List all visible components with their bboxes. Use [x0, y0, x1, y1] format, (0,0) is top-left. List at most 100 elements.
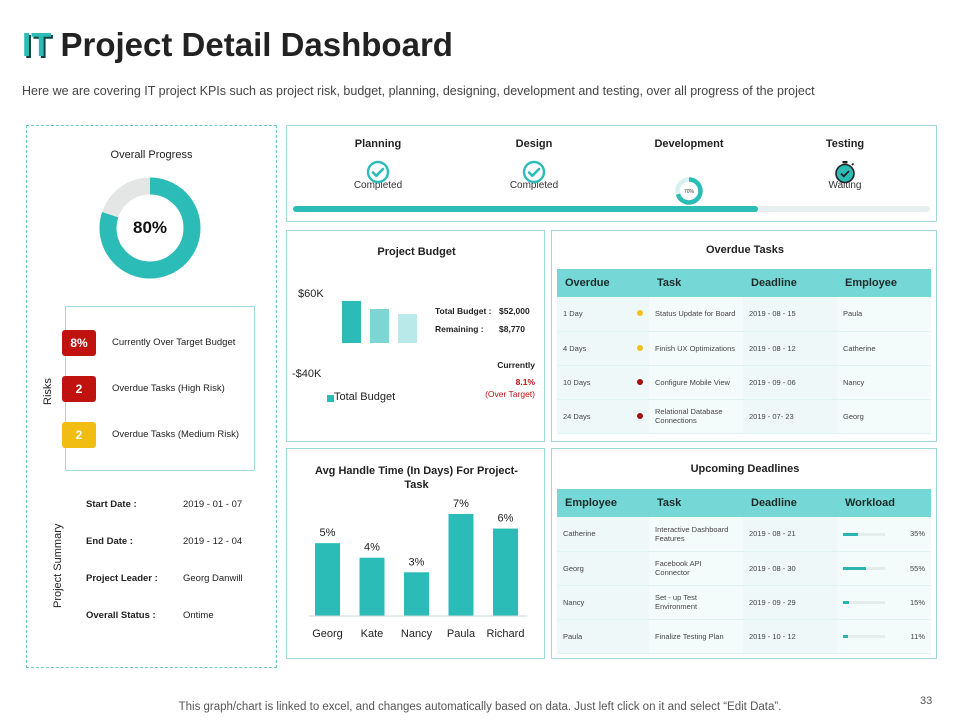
workload-cell: 35% [837, 517, 931, 552]
project-budget-panel: Project Budget $60K -$40K Total Budget T… [286, 230, 545, 442]
upcoming-header-cell: Employee [557, 489, 649, 517]
handle-time-bar [493, 528, 518, 616]
upcoming-title: Upcoming Deadlines [690, 463, 800, 475]
workload-bar [843, 635, 885, 639]
summary-key: Start Date : [86, 499, 137, 510]
task-name: Finish UX Optimizations [655, 343, 736, 353]
overall-progress-value: 80% [133, 218, 167, 237]
upcoming-header-cell: Task [649, 489, 743, 517]
workload-cell: 55% [837, 551, 931, 586]
employee-cell: Nancy [557, 585, 649, 620]
employee-name: Catherine [843, 343, 876, 353]
budget-bar [370, 309, 389, 343]
workload-bar-fill [843, 567, 867, 571]
table-row: Paula Finalize Testing Plan 2019 - 10 - 12… [557, 619, 931, 654]
budget-axis-top: $60K [298, 288, 324, 300]
overdue-header-cell: Deadline [743, 269, 837, 297]
risk-label: Overdue Tasks (High Risk) [112, 383, 225, 394]
deadline-cell: 2019 - 07- 23 [743, 399, 837, 434]
deadline-cell: 2019 - 08 - 30 [743, 551, 837, 586]
overdue-days: 4 Days [563, 343, 587, 353]
employee-cell: Nancy [837, 365, 931, 400]
stage-design-name: Design [515, 138, 553, 150]
workload-percent: 55% [909, 563, 925, 573]
task-name: Facebook API Connector [655, 559, 702, 577]
budget-currently-label: Currently [497, 360, 535, 370]
table-row: 4 Days Finish UX Optimizations 2019 - 08 -… [557, 331, 931, 366]
task-name: Finalize Testing Plan [655, 631, 724, 641]
overdue-title: Overdue Tasks [705, 244, 785, 256]
stage-design-status: Completed [509, 180, 559, 191]
handle-time-category-label: Kate [361, 628, 384, 640]
handle-time-category-label: Nancy [401, 628, 433, 640]
stage-design: Design Completed [464, 138, 604, 191]
task-name: Relational Database Connections [655, 407, 723, 425]
workload-bar-fill [843, 601, 850, 605]
page-subtitle: Here we are covering IT project KPIs suc… [22, 84, 815, 98]
deadline-cell: 2019 - 09 - 29 [743, 585, 837, 620]
deadline-value: 2019 - 08 - 21 [749, 529, 796, 539]
risks-label: Risks [42, 378, 54, 405]
employee-cell: Georg [837, 399, 931, 434]
page-title: IT Project Detail Dashboard [22, 26, 453, 64]
overdue-cell: 10 Days [557, 365, 649, 400]
deadline-value: 2019 - 10 - 12 [749, 631, 796, 641]
stages-progress-track [293, 206, 930, 212]
risk-badge: 8% [62, 330, 96, 356]
budget-legend-swatch [327, 395, 334, 402]
upcoming-header-cell: Deadline [743, 489, 837, 517]
deadline-value: 2019 - 08 - 15 [749, 309, 796, 319]
summary-value: Georg Danwill [183, 573, 243, 584]
deadline-cell: 2019 - 08 - 21 [743, 517, 837, 552]
handle-time-category-label: Georg [312, 628, 343, 640]
task-cell: Finish UX Optimizations [649, 331, 743, 366]
overdue-days: 1 Day [563, 309, 583, 319]
task-name: Configure Mobile View [655, 377, 730, 387]
employee-name: Paula [843, 309, 863, 319]
budget-total-value: $52,000 [499, 306, 530, 316]
workload-bar [843, 567, 885, 571]
title-it: IT [22, 26, 52, 63]
employee-name: Nancy [563, 597, 585, 607]
handle-time-bar [448, 514, 474, 616]
budget-bar [342, 301, 361, 343]
handle-time-data-label: 5% [320, 527, 336, 539]
stage-development-name: Development [654, 138, 724, 150]
employee-cell: Paula [837, 297, 931, 332]
handle-time-title: Avg Handle Time (In Days) For Project-Ta… [315, 465, 518, 491]
workload-bar [843, 532, 885, 536]
workload-cell: 11% [837, 619, 931, 654]
summary-value: 2019 - 12 - 04 [183, 536, 243, 547]
handle-time-data-label: 3% [409, 556, 425, 568]
employee-name: Catherine [563, 529, 596, 539]
risk-label: Currently Over Target Budget [112, 337, 236, 348]
stage-planning-status: Completed [353, 180, 403, 191]
employee-cell: Georg [557, 551, 649, 586]
task-name: Set - up Test Environment [655, 593, 698, 611]
task-cell: Finalize Testing Plan [649, 619, 743, 654]
workload-bar-fill [843, 635, 848, 639]
task-cell: Set - up Test Environment [649, 585, 743, 620]
employee-cell: Catherine [557, 517, 649, 552]
employee-cell: Paula [557, 619, 649, 654]
budget-currently-note: (Over Target) [485, 389, 535, 399]
severity-dot-icon [637, 310, 643, 317]
summary-key: Overall Status : [86, 610, 156, 621]
severity-dot-icon [637, 412, 643, 419]
employee-name: Nancy [843, 377, 865, 387]
employee-name: Paula [563, 631, 583, 641]
risk-badge: 2 [62, 376, 96, 402]
workload-bar-fill [843, 532, 858, 536]
handle-time-data-label: 7% [453, 498, 469, 510]
handle-time-bar [315, 543, 340, 616]
handle-time-bar [359, 557, 385, 616]
summary-value: Ontime [183, 610, 214, 621]
budget-remaining-value: $8,770 [499, 324, 525, 334]
summary-key: Project Leader : [86, 573, 158, 584]
deadline-value: 2019 - 07- 23 [749, 411, 794, 421]
stage-planning-name: Planning [354, 138, 402, 150]
stage-testing: Testing Waiting [775, 138, 915, 191]
handle-time-category-label: Paula [447, 628, 476, 640]
budget-title: Project Budget [377, 246, 456, 258]
overdue-cell: 24 Days [557, 399, 649, 434]
